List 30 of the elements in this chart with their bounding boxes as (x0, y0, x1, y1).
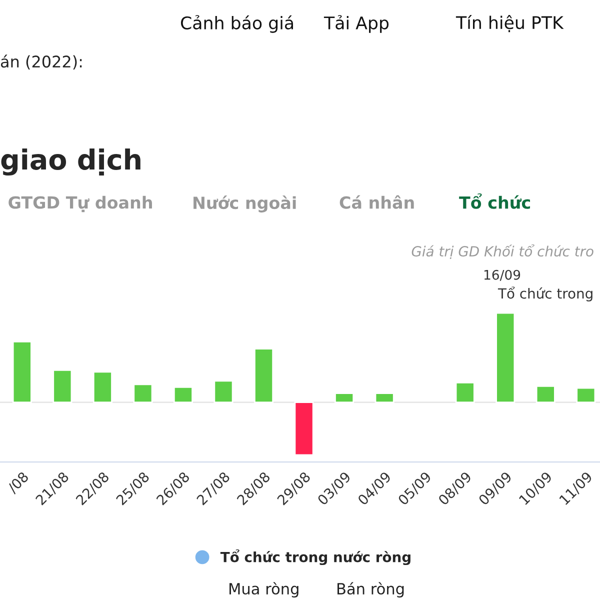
bar (254, 348, 274, 403)
bar (536, 386, 556, 403)
bar (576, 387, 596, 403)
text: Cá nhân (340, 195, 414, 209)
bar (214, 380, 234, 403)
bar (294, 402, 314, 456)
text: Mua ròng (230, 582, 298, 598)
bar (92, 371, 112, 403)
text: Nước ngoài (194, 196, 296, 212)
bar (52, 369, 72, 403)
bar (455, 382, 475, 403)
bar (12, 340, 32, 403)
bar (496, 312, 516, 403)
text: Cảnh báo giá (180, 15, 293, 33)
bar (133, 384, 153, 403)
text: Bán ròng (338, 582, 404, 598)
chart-subtitle: Giá trị GD Khối tổ chức tro (412, 244, 594, 259)
x-tick-label: /08 (6, 471, 30, 495)
text: án (2022): (0, 54, 82, 70)
chart-title: giao dịch (1, 148, 140, 176)
bar (374, 392, 394, 403)
text: Tổ chức (459, 193, 530, 209)
bar (334, 392, 354, 403)
text: Tín hiệu PTK (456, 15, 564, 32)
text: Tải App (324, 15, 389, 33)
bar (173, 386, 193, 403)
text: GTGD Tự doanh (8, 196, 152, 212)
text: 16/09 (484, 270, 520, 281)
text: Tổ chức trong nước ròng (220, 549, 410, 566)
text: Tổ chức trong (498, 286, 592, 302)
